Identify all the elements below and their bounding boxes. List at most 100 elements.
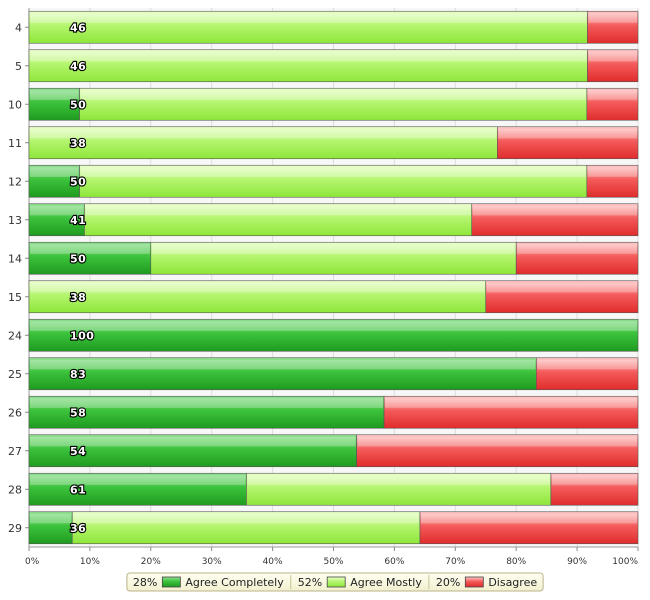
data-label: 41 [70,214,86,227]
bar-gloss [30,13,587,23]
bar-gloss [587,90,637,100]
legend-percent: 20% [436,576,460,589]
legend-percent: 52% [298,576,322,589]
legend-swatch [161,576,181,588]
bar-gloss [80,90,586,100]
data-label: 83 [70,368,86,381]
bar-gloss [30,513,72,524]
bar-gloss [357,436,637,447]
y-tick-label: 11 [8,137,22,150]
bar-gloss [30,244,150,254]
bar-gloss [472,205,637,216]
bar-gloss [385,398,637,408]
bar-gloss [85,205,471,216]
data-label: 50 [70,98,86,111]
data-label: 50 [70,252,86,265]
bar-gloss [151,244,516,254]
bar-segment [150,241,517,275]
bar-segment [497,126,639,160]
y-tick-label: 12 [8,175,22,188]
bar-segment [28,395,385,429]
data-label: 38 [70,291,86,304]
bar-segment [587,10,639,44]
bar-gloss [30,359,536,370]
legend-swatch [326,576,346,588]
data-label: 46 [70,60,86,73]
bar-segment [535,357,639,391]
bar-gloss [537,359,637,370]
bar-gloss [73,513,419,524]
bar-gloss [247,475,550,485]
bar-segment [586,87,639,121]
bar-segment [471,203,639,237]
x-tick-label: 70% [445,557,465,567]
x-tick-label: 20% [141,557,161,567]
legend-label: Agree Completely [185,576,284,589]
data-label: 38 [70,137,86,150]
bar-segment [28,87,80,121]
x-tick-label: 0% [25,557,40,567]
x-tick-label: 50% [323,557,343,567]
bar-gloss [30,282,485,293]
legend-percent: 28% [133,576,157,589]
bar-gloss [30,90,79,100]
bar-segment [28,434,357,468]
y-tick-label: 10 [8,98,22,111]
bar-gloss [30,51,587,62]
bar-gloss [30,321,637,331]
legend-swatch [464,576,484,588]
bar-segment [28,241,152,275]
legend-label: Disagree [488,576,537,589]
bar-gloss [30,167,79,177]
bar-gloss [498,128,637,139]
data-label: 58 [70,406,86,419]
bar-segment [383,395,639,429]
data-label: 61 [70,483,86,496]
bar-segment [485,280,639,314]
bar-segment [550,472,639,506]
y-tick-label: 13 [8,214,22,227]
x-tick-label: 60% [384,557,404,567]
bar-gloss [30,128,497,139]
bar-gloss [420,513,637,524]
data-label: 36 [70,522,86,535]
x-tick-label: 90% [567,557,587,567]
bar-gloss [486,282,637,293]
y-tick-label: 29 [8,522,22,535]
y-tick-label: 24 [8,329,22,342]
data-label: 54 [70,445,86,458]
bar-segment [515,241,639,275]
y-tick-label: 26 [8,406,22,419]
bar-segment [79,87,588,121]
bar-gloss [30,475,246,485]
y-tick-label: 14 [8,252,22,265]
x-tick-label: 80% [506,557,526,567]
bar-segment [587,49,639,83]
bar-segment [79,164,588,198]
bar-segment [28,49,588,83]
bar-gloss [588,13,637,23]
bar-segment [28,318,639,352]
y-tick-label: 28 [8,483,22,496]
bar-gloss [551,475,637,485]
bar-segment [84,203,473,237]
x-tick-label: 100% [612,557,638,567]
bar-gloss [30,398,384,408]
data-label: 50 [70,175,86,188]
bar-segment [28,10,588,44]
bar-gloss [80,167,586,177]
y-tick-label: 4 [15,21,22,34]
y-tick-label: 15 [8,291,22,304]
bar-segment [419,511,639,545]
data-label: 46 [70,21,86,34]
bar-segment [586,164,639,198]
bar-segment [28,164,80,198]
bar-segment [28,126,498,160]
bar-segment [28,511,73,545]
data-label: 100 [70,329,94,342]
bar-gloss [30,436,356,447]
bar-segment [71,511,421,545]
bar-gloss [587,167,637,177]
